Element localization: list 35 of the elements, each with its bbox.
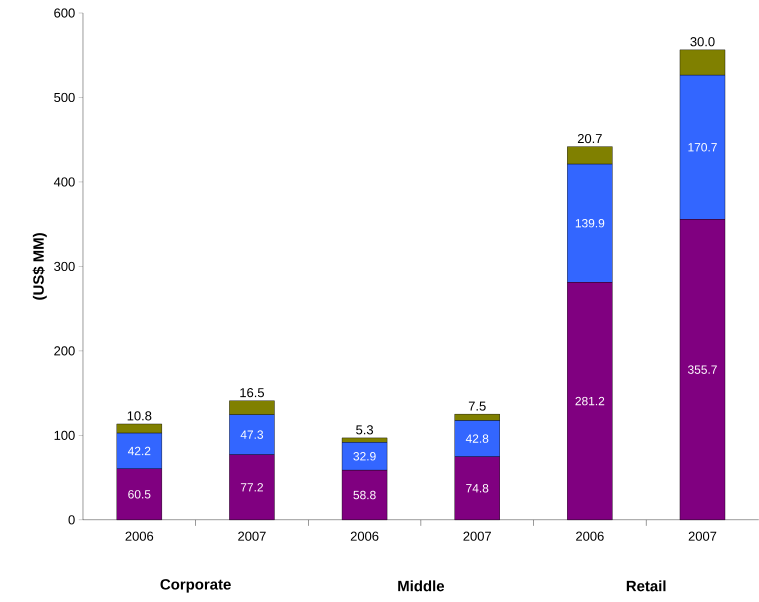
data-label: 60.5 <box>128 490 150 499</box>
data-label: 170.7 <box>688 143 717 152</box>
y-tick-label: 100 <box>54 430 75 440</box>
data-label: 281.2 <box>575 396 604 406</box>
data-label: 58.8 <box>353 490 376 500</box>
x-tick-label: 2007 <box>463 532 491 541</box>
data-label: 74.8 <box>466 484 488 493</box>
y-tick-label: 300 <box>54 262 75 272</box>
data-label: 7.5 <box>468 402 486 411</box>
y-tick-label: 400 <box>54 177 75 187</box>
data-label: 42.2 <box>128 446 150 456</box>
x-tick-label: 2006 <box>350 532 378 541</box>
x-tick-label: 2006 <box>576 532 604 541</box>
text: Retail <box>626 580 666 592</box>
text: Corporate <box>160 579 231 593</box>
x-tick-label: 2006 <box>126 532 154 541</box>
data-label: 42.8 <box>466 434 488 443</box>
x-tick-label: 2007 <box>688 532 716 541</box>
data-label: 47.3 <box>240 430 264 439</box>
data-label: 77.2 <box>240 483 263 492</box>
x-tick-label: 2007 <box>238 532 266 541</box>
y-tick-label: 200 <box>54 346 75 356</box>
data-label: 355.7 <box>688 365 717 374</box>
data-label: 5.3 <box>356 425 374 434</box>
text: Middle <box>398 580 444 592</box>
y-axis-title: (US$ MM) <box>32 233 47 300</box>
data-label: 32.9 <box>353 452 376 461</box>
data-label: 20.7 <box>578 134 602 144</box>
data-label: 10.8 <box>128 411 152 421</box>
data-label: 16.5 <box>240 388 264 398</box>
y-tick-label: 500 <box>54 92 75 102</box>
data-label: 139.9 <box>576 219 604 228</box>
y-tick-label: 0 <box>68 515 75 525</box>
data-label: 30.0 <box>690 37 715 46</box>
y-tick-label: 600 <box>54 8 75 18</box>
